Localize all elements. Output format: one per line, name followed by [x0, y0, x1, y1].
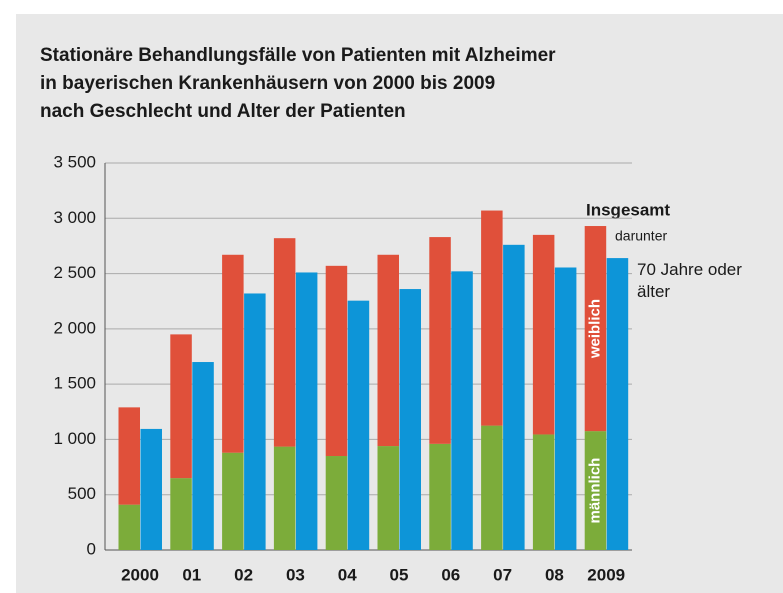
bar-segment	[170, 334, 192, 479]
bar	[192, 362, 214, 550]
bar	[347, 300, 370, 550]
bar-segment	[429, 443, 451, 550]
y-tick-label: 1 500	[53, 374, 96, 393]
y-tick-label: 2 500	[53, 263, 96, 282]
bar-segment	[377, 254, 399, 447]
bar-segment	[481, 425, 503, 550]
y-tick-label: 1 000	[53, 429, 96, 448]
series-label: weiblich	[586, 299, 603, 359]
bar	[503, 244, 525, 550]
bar-segment	[273, 446, 296, 550]
annotation: Insgesamt	[586, 200, 670, 219]
bar	[140, 428, 162, 550]
bar	[451, 271, 473, 550]
bar-segment	[222, 452, 244, 550]
x-tick-label: 01	[182, 565, 201, 584]
x-tick-label: 03	[286, 565, 305, 584]
bar	[244, 293, 266, 550]
bar	[295, 272, 318, 550]
bar-segment	[118, 504, 140, 550]
x-tick-label: 07	[493, 565, 512, 584]
y-tick-label: 3 500	[53, 152, 96, 171]
bar-segment	[429, 237, 451, 444]
bar-segment	[584, 226, 607, 432]
y-tick-label: 0	[87, 539, 96, 558]
x-tick-label: 02	[234, 565, 253, 584]
bar-segment	[532, 234, 555, 435]
bar-segment	[377, 446, 399, 550]
y-tick-label: 2 000	[53, 318, 96, 337]
x-tick-label: 04	[338, 565, 357, 584]
chart-title: nach Geschlecht und Alter der Patienten	[40, 101, 406, 122]
x-tick-label: 2000	[121, 565, 159, 584]
bar-segment	[222, 254, 244, 453]
bar-segment	[325, 265, 348, 457]
bar	[399, 289, 421, 550]
bar-segment	[584, 431, 607, 550]
bar	[606, 258, 629, 550]
bar-segment	[325, 456, 348, 550]
bar-segment	[273, 238, 296, 447]
x-tick-label: 05	[390, 565, 409, 584]
y-tick-label: 3 000	[53, 208, 96, 227]
y-tick-label: 500	[68, 484, 96, 503]
bar-segment	[481, 210, 503, 426]
chart-title: Stationäre Behandlungsfälle von Patiente…	[40, 45, 556, 66]
legend-label: 70 Jahre oder älter	[637, 260, 742, 301]
bar	[554, 267, 577, 550]
x-tick-label: 2009	[587, 565, 625, 584]
bar-segment	[118, 407, 140, 505]
x-tick-label: 08	[545, 565, 564, 584]
bar-segment	[170, 478, 192, 550]
annotation: darunter	[615, 228, 667, 244]
bar-segment	[532, 434, 555, 550]
series-label: männlich	[586, 458, 603, 524]
x-tick-label: 06	[441, 565, 460, 584]
chart-title: in bayerischen Krankenhäusern von 2000 b…	[40, 73, 495, 94]
